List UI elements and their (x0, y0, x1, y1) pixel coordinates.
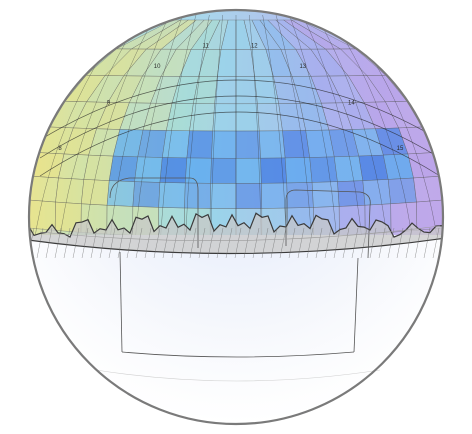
hour-label: 12 (251, 44, 258, 50)
hour-label: 10 (154, 64, 161, 70)
horizon-hatch (234, 227, 242, 259)
horizon-hatch (171, 227, 179, 259)
hour-label: 13 (300, 64, 307, 70)
horizon-hatch (126, 227, 134, 259)
sky-patch (162, 130, 190, 159)
horizon-hatch (342, 227, 350, 259)
horizon-hatch (261, 227, 269, 259)
sky-patch (286, 182, 314, 209)
sky-patch (55, 177, 85, 205)
sky-patch (211, 130, 237, 159)
horizon-hatch (135, 227, 143, 259)
sun-path-arc (39, 111, 441, 177)
sky-patch (158, 182, 186, 209)
horizon-hatch (198, 227, 206, 259)
meridian-line (184, 14, 210, 235)
sky-patch (311, 181, 340, 208)
horizon-hatch (81, 227, 89, 259)
sky-patch (358, 154, 389, 181)
horizon-hatch (288, 227, 296, 259)
horizon-hatch (108, 227, 116, 259)
hour-labels: 8 9 10 11 12 13 14 15 (58, 44, 404, 152)
sky-patch (80, 179, 110, 206)
sky-patch (212, 103, 237, 132)
horizon-hatch (180, 227, 188, 259)
hour-label: 9 (107, 100, 111, 106)
horizon-hatch (243, 227, 251, 259)
horizon-hatch (405, 227, 413, 259)
horizon-hatch (54, 227, 62, 259)
sky-patch (106, 180, 135, 207)
horizon-hatch (360, 227, 368, 259)
sky-patch (235, 103, 260, 132)
sky-patch (159, 157, 188, 184)
sky-patch (185, 157, 212, 184)
sky-patch (210, 157, 237, 184)
sky-patch (29, 176, 59, 203)
horizon-hatch (279, 227, 287, 259)
horizon-hatch (63, 227, 71, 259)
sky-patch (337, 180, 366, 207)
horizon-hatch (117, 227, 125, 259)
horizon-hatch (387, 227, 395, 259)
horizon-hatch (315, 227, 323, 259)
horizon-hatch (99, 227, 107, 259)
sky-patch (333, 155, 364, 182)
sky-patch (235, 157, 262, 184)
sky-patch (284, 157, 313, 184)
sky-patch (235, 183, 263, 209)
horizon-hatch (207, 227, 215, 259)
horizon-hatch (162, 227, 170, 259)
horizon-hatch (333, 227, 341, 259)
sky-patch (387, 177, 417, 205)
sphere-outline (27, 8, 445, 426)
horizon-hatch (189, 227, 197, 259)
horizon-hatch (423, 227, 431, 259)
horizon-hatch (414, 227, 422, 259)
horizon-hatch (297, 227, 305, 259)
sky-patch (134, 156, 163, 183)
sky-patch (83, 154, 114, 181)
sky-patch (413, 176, 443, 203)
hour-label: 11 (203, 44, 210, 50)
horizon-hatch (216, 227, 224, 259)
horizon-hatch (378, 227, 386, 259)
sky-patch (58, 153, 89, 180)
horizon-hatch (153, 227, 161, 259)
horizon-silhouette (29, 212, 443, 259)
meridian-line (302, 14, 365, 235)
hour-label: 14 (348, 100, 355, 106)
sky-patch (235, 130, 261, 159)
hour-label: 8 (58, 146, 62, 152)
sky-patch (362, 179, 392, 206)
sky-patch (260, 157, 287, 184)
horizon-hatch (306, 227, 314, 259)
sun-path-arc (39, 95, 441, 159)
horizon-hatch (432, 227, 440, 259)
sky-patch (137, 129, 167, 158)
sky-patch (132, 181, 161, 208)
meridian-line (159, 14, 197, 235)
sky-patch (282, 130, 310, 159)
horizon-hatch (90, 227, 98, 259)
sun-path-arc (39, 79, 441, 141)
horizon-hatch (36, 227, 44, 259)
hour-label: 15 (397, 146, 404, 152)
sky-patch-grid (29, 10, 443, 235)
horizon-hatch (252, 227, 260, 259)
meridian-line (289, 14, 339, 235)
horizon-hatch (144, 227, 152, 259)
horizon-hatch (324, 227, 332, 259)
horizon-hatch (396, 227, 404, 259)
horizon-hatch (351, 227, 359, 259)
horizon-hatch (270, 227, 278, 259)
perspective-frame (39, 177, 441, 382)
meridian-line (275, 14, 313, 235)
sky-patch (309, 156, 338, 183)
horizon-hatch (72, 227, 80, 259)
horizon-hatch (225, 227, 233, 259)
sky-patch (209, 183, 237, 209)
